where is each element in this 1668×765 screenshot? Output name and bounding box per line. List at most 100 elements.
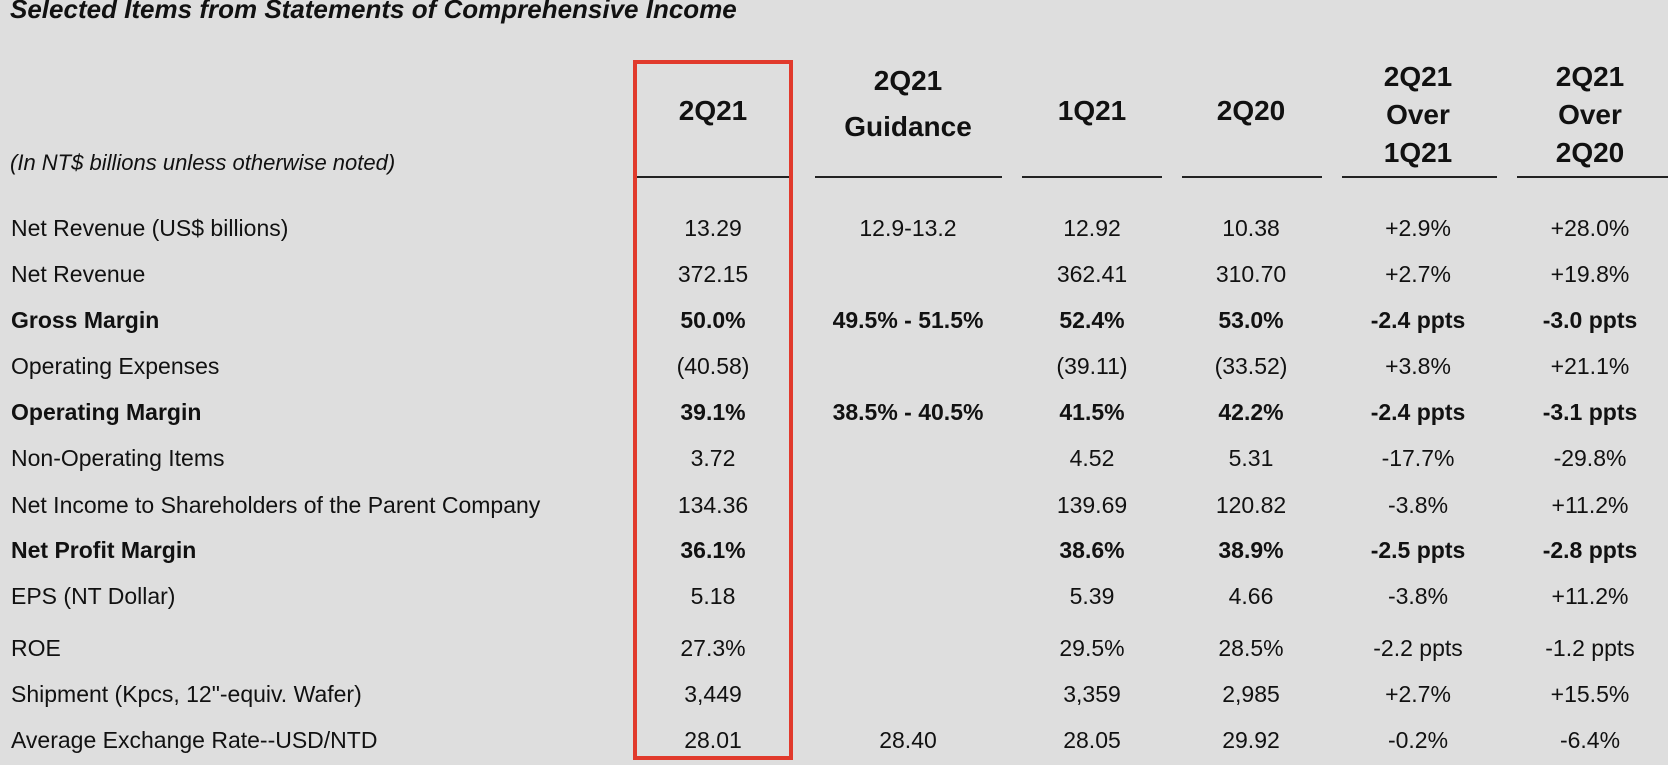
table-cell-col-qoq: -2.4 ppts [1370,399,1466,425]
table-cell-col-2q21-guidance [813,628,1003,668]
table-row: Operating Margin 39.1% 38.5% - 40.5% 41.5% 4… [0,392,1668,432]
table-cell-col-2q21-guidance: 12.9-13.2 [859,215,957,241]
header-underline [1182,176,1322,178]
table-cell-col-yoy: -3.1 ppts [1542,399,1638,425]
column-header-col-1q21: 1Q21 [1022,92,1162,130]
row-label: Non-Operating Items [11,445,225,471]
table-cell-col-qoq: -3.8% [1387,583,1449,609]
column-header-line: 1Q21 [1383,137,1453,168]
header-underline [633,176,793,178]
column-header-line: 2Q20 [1555,137,1625,168]
column-header-col-yoy: 2Q21 Over 2Q20 [1513,58,1668,172]
table-cell-col-yoy: -2.8 ppts [1542,537,1638,563]
table-cell-col-2q21: 36.1% [680,537,746,563]
table-cell-col-2q21: 372.15 [677,261,749,287]
row-label: Net Revenue (US$ billions) [11,215,289,241]
column-header-line: Over [1558,99,1622,130]
table-cell-col-1q21: 139.69 [1056,492,1128,518]
table-cell-col-2q20: 310.70 [1215,261,1287,287]
table-cell-col-2q21: 13.29 [684,215,742,241]
table-cell-col-2q21: 134.36 [677,492,749,518]
table-cell-col-yoy: +19.8% [1550,261,1630,287]
table-cell-col-qoq: -3.8% [1387,492,1449,518]
table-cell-col-2q20: (33.52) [1214,353,1288,379]
column-header-line: Guidance [844,111,972,142]
table-cell-col-2q21: 3.72 [690,445,736,471]
table-cell-col-1q21: 29.5% [1059,635,1125,661]
table-cell-col-yoy: +11.2% [1551,492,1629,518]
column-header-col-2q21-guidance: 2Q21 Guidance [813,58,1003,150]
table-cell-col-2q21: 28.01 [684,727,742,753]
table-cell-col-qoq: +2.9% [1385,215,1451,241]
table-row: Net Income to Shareholders of the Parent… [0,485,1668,525]
table-cell-col-yoy: -29.8% [1553,445,1627,471]
table-cell-col-qoq: -0.2% [1387,727,1449,753]
column-header-line: 2Q21 [678,95,748,126]
header-underline [1022,176,1162,178]
row-label: EPS (NT Dollar) [11,583,176,609]
table-cell-col-1q21: 4.52 [1069,445,1115,471]
table-cell-col-1q21: 28.05 [1063,727,1121,753]
row-label: Operating Expenses [11,353,220,379]
table-cell-col-1q21: 362.41 [1056,261,1128,287]
table-cell-col-2q21: 39.1% [680,399,746,425]
table-row: Average Exchange Rate--USD/NTD 28.01 28.40… [0,720,1668,760]
table-cell-col-2q21-guidance [813,674,1003,714]
table-cell-col-qoq: +2.7% [1385,681,1451,707]
row-label: Net Revenue [11,261,146,287]
table-row: EPS (NT Dollar) 5.18 5.39 4.66 -3.8% +11.2% [0,576,1668,616]
column-header-line: 2Q21 [873,65,943,96]
table-cell-col-yoy: +11.2% [1551,583,1629,609]
table-row: Non-Operating Items 3.72 4.52 5.31 -17.7% -29… [0,438,1668,478]
table-cell-col-2q20: 10.38 [1222,215,1280,241]
table-cell-col-qoq: -2.2 ppts [1373,635,1463,661]
table-cell-col-2q20: 4.66 [1228,583,1274,609]
table-cell-col-1q21: 3,359 [1063,681,1121,707]
table-cell-col-2q21-guidance [813,530,1003,570]
table-cell-col-2q20: 42.2% [1218,399,1284,425]
table-cell-col-qoq: +3.8% [1385,353,1451,379]
row-label: Shipment (Kpcs, 12"-equiv. Wafer) [11,681,362,707]
table-cell-col-2q21-guidance [813,254,1003,294]
table-cell-col-2q21-guidance [813,485,1003,525]
column-header-line: 2Q21 [1383,61,1453,92]
table-row: Shipment (Kpcs, 12"-equiv. Wafer) 3,449 3,… [0,674,1668,714]
header-underline [1517,176,1668,178]
table-cell-col-yoy: +15.5% [1550,681,1630,707]
table-cell-col-qoq: -2.5 ppts [1370,537,1466,563]
table-cell-col-yoy: -6.4% [1559,727,1621,753]
column-header-col-2q20: 2Q20 [1181,92,1321,130]
table-cell-col-2q21-guidance: 28.40 [879,727,937,753]
table-cell-col-2q21: (40.58) [676,353,750,379]
unit-note: (In NT$ billions unless otherwise noted) [10,150,396,175]
table-row: Operating Expenses (40.58) (39.11) (33.52) +… [0,346,1668,386]
table-cell-col-2q20: 5.31 [1228,445,1274,471]
table-cell-col-2q21: 5.18 [690,583,736,609]
table-cell-col-1q21: (39.11) [1056,353,1128,379]
column-header-line: Over [1386,99,1450,130]
page-title: Selected Items from Statements of Compre… [10,0,737,24]
table-row: Net Revenue (US$ billions) 13.29 12.9-13.2… [0,208,1668,248]
column-header-col-qoq: 2Q21 Over 1Q21 [1341,58,1496,172]
table-cell-col-2q20: 38.9% [1218,537,1284,563]
table-row: Gross Margin 50.0% 49.5% - 51.5% 52.4% 53.0%… [0,300,1668,340]
table-cell-col-qoq: -17.7% [1381,445,1455,471]
table-cell-col-1q21: 5.39 [1069,583,1115,609]
row-label: Operating Margin [11,399,202,425]
table-cell-col-yoy: -3.0 ppts [1542,307,1638,333]
current-quarter-highlight [633,60,793,760]
table-cell-col-2q21-guidance: 38.5% - 40.5% [832,399,984,425]
table-cell-col-yoy: +28.0% [1550,215,1630,241]
table-cell-col-2q20: 28.5% [1218,635,1284,661]
table-cell-col-2q21: 27.3% [680,635,746,661]
column-header-line: 1Q21 [1057,95,1127,126]
row-label: ROE [11,635,61,661]
column-header-line: 2Q21 [1555,61,1625,92]
row-label: Net Income to Shareholders of the Parent… [11,492,541,518]
table-cell-col-2q21: 3,449 [684,681,742,707]
table-row: Net Revenue 372.15 362.41 310.70 +2.7% +19.8% [0,254,1668,294]
table-cell-col-yoy: -1.2 ppts [1545,635,1635,661]
column-header-col-2q21: 2Q21 [633,92,793,130]
table-row: Net Profit Margin 36.1% 38.6% 38.9% -2.5 ppt… [0,530,1668,570]
table-cell-col-2q21-guidance [813,346,1003,386]
